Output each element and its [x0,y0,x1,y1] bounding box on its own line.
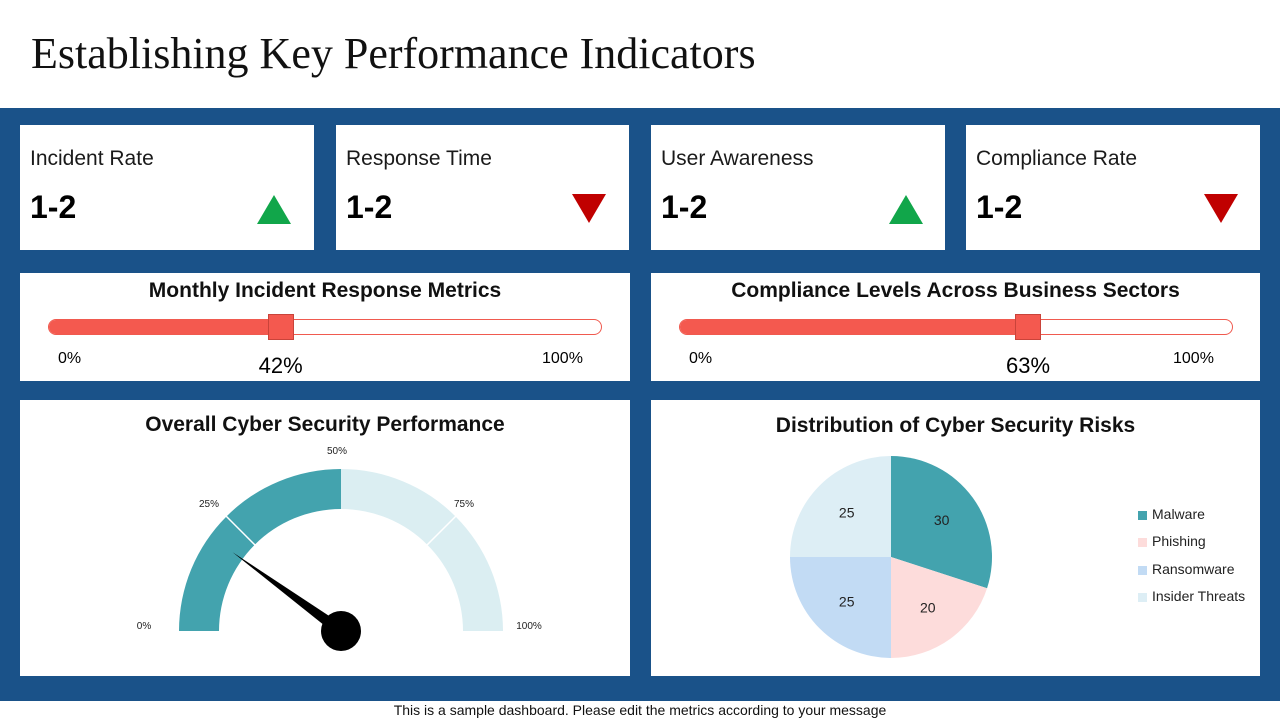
pie-data-label: 30 [934,512,950,528]
kpi-value: 1-2 [30,189,77,225]
gauge-tick-label: 50% [327,446,347,457]
triangle-up-icon [257,195,291,224]
kpi-value: 1-2 [346,189,393,225]
legend-label: Insider Threats [1152,587,1246,604]
gauge-card: Overall Cyber Security Performance 0% 25%… [20,400,630,676]
compliance-levels-slider-card: Compliance Levels Across Business Sector… [651,273,1260,381]
slider-min-label: 0% [58,350,82,367]
gauge-filled-arc [179,469,341,631]
gauge-needle [232,552,345,636]
pie-slice-ransomware [790,557,891,658]
slider-value-label: 42% [258,353,303,378]
gauge-tick-label: 25% [199,499,219,510]
kpi-card-response-time: Response Time 1-2 [336,125,629,250]
pie-data-label: 25 [839,505,855,521]
legend-swatch [1138,538,1147,548]
gauge-tick-label: 75% [454,499,474,510]
kpi-card-incident-rate: Incident Rate 1-2 [20,125,314,250]
legend-swatch [1138,511,1147,520]
kpi-card-compliance-rate: Compliance Rate 1-2 [966,125,1260,250]
legend-swatch [1138,592,1147,602]
slider-track[interactable] [679,319,1233,335]
kpi-card-user-awareness: User Awareness 1-2 [651,125,945,250]
incident-response-slider-card: Monthly Incident Response Metrics 0% 100… [20,273,630,381]
slider-handle[interactable] [1015,314,1042,340]
slider-max-label: 100% [1173,350,1214,367]
kpi-label: Response Time [346,147,492,170]
gauge-separator [426,515,457,546]
legend-label: Ransomware [1152,560,1235,577]
pie-data-label: 25 [839,593,855,609]
slider-min-label: 0% [689,350,713,367]
gauge-separator [225,515,256,546]
legend-label: Phishing [1152,533,1206,550]
legend-label: Malware [1152,506,1205,522]
gauge-title: Overall Cyber Security Performance [145,413,505,436]
triangle-down-icon [572,194,606,223]
pie-slice-malware [891,456,992,589]
slider-value-label: 63% [1005,353,1051,378]
pie-slice-phishing [891,557,988,658]
pie-title: Distribution of Cyber Security Risks [775,414,1136,437]
kpi-value: 1-2 [976,189,1023,225]
pie-data-label: 20 [920,600,936,616]
gauge-chart: 0% 25% 50% 75% 100% [137,446,542,651]
triangle-up-icon [889,195,923,224]
footer-note: This is a sample dashboard. Please edit … [393,702,887,718]
page-title: Establishing Key Performance Indicators [31,29,756,78]
kpi-label: Incident Rate [30,147,154,170]
gauge-needle-hub [321,611,361,651]
triangle-down-icon [1204,194,1238,223]
pie-slice-insider-threats [790,456,891,557]
slider-title: Monthly Incident Response Metrics [148,279,502,302]
legend-swatch [1138,565,1147,575]
slider-handle[interactable] [267,314,294,340]
slider-max-label: 100% [542,350,583,367]
pie-card: Distribution of Cyber Security Risks 30 2… [651,400,1260,676]
kpi-label: User Awareness [661,147,814,170]
kpi-label: Compliance Rate [976,147,1138,170]
kpi-value: 1-2 [661,189,708,225]
pie-chart: 30 20 25 25 [790,456,992,658]
gauge-tick-label: 0% [137,621,152,632]
slider-fill [49,320,282,334]
gauge-tick-label: 100% [516,621,542,632]
slider-track[interactable] [48,319,602,335]
slider-title: Compliance Levels Across Business Sector… [731,279,1180,302]
gauge-empty-arc [341,469,503,631]
slider-fill [680,320,1030,334]
